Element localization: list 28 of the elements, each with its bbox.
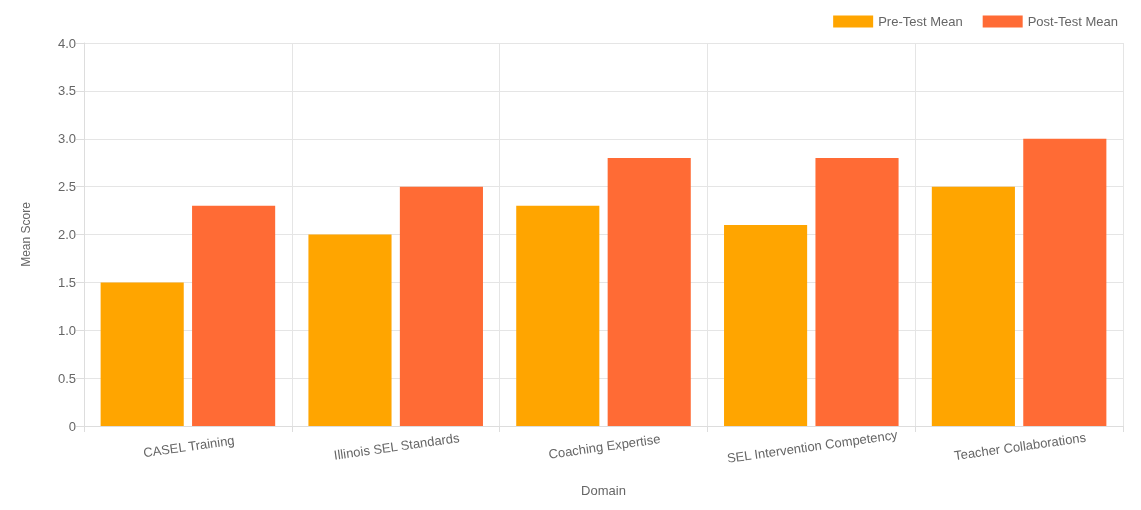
x-tick-label: SEL Intervention Competency	[725, 426, 899, 466]
y-tick-label: 1.5	[57, 274, 76, 290]
y-tick-label: 1.0	[57, 322, 76, 338]
y-tick-label: 3.5	[57, 83, 76, 99]
y-axis-title: Mean Score	[19, 201, 33, 267]
x-tick-label: Illinois SEL Standards	[332, 430, 461, 463]
legend-label: Pre-Test Mean	[878, 14, 963, 29]
bar	[815, 157, 899, 426]
bar	[192, 205, 276, 426]
bar	[399, 186, 483, 426]
y-tick-label: 4.0	[57, 35, 76, 51]
legend-label: Post-Test Mean	[1027, 14, 1119, 29]
x-tick-label: Coaching Expertise	[547, 431, 662, 462]
y-tick-label: 3.0	[57, 131, 76, 147]
bar	[607, 157, 691, 426]
y-tick-label: 0	[68, 418, 76, 434]
x-tick-label: CASEL Training	[142, 432, 236, 461]
y-tick-label: 0.5	[57, 370, 76, 386]
y-tick-label: 2.0	[57, 227, 76, 242]
x-tick-label: Teacher Collaborations	[953, 429, 1088, 464]
bar	[724, 224, 808, 426]
y-tick-label: 2.5	[57, 179, 76, 195]
bar	[1023, 138, 1107, 426]
bar	[308, 234, 392, 426]
bar	[100, 282, 184, 426]
x-axis-title: Domain	[581, 483, 626, 498]
bar	[516, 205, 600, 426]
bar	[931, 186, 1015, 426]
